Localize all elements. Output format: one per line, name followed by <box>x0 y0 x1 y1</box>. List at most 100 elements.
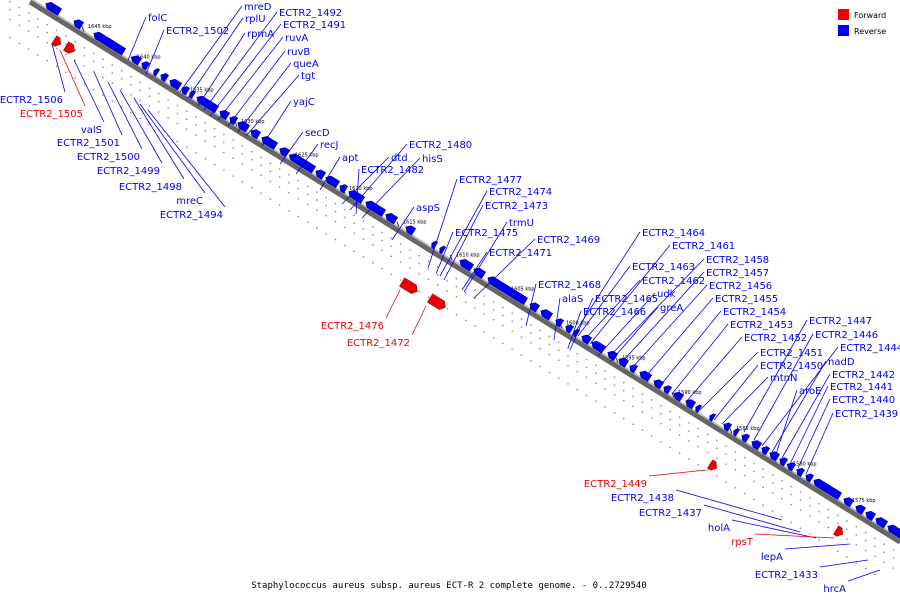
gene-arrow-reverse[interactable] <box>168 77 183 91</box>
gene-label[interactable]: ECTR2_1446 <box>815 330 878 341</box>
gene-arrow-reverse[interactable] <box>438 245 447 255</box>
gene-label[interactable]: ECTR2_1480 <box>409 140 472 151</box>
gene-label[interactable]: ECTR2_1505 <box>20 109 83 120</box>
gene-label[interactable]: trmU <box>509 218 534 229</box>
gene-arrow-reverse[interactable] <box>590 339 607 354</box>
gene-label[interactable]: udk <box>657 289 676 300</box>
gene-arrow-reverse[interactable] <box>812 477 843 501</box>
gene-arrow-reverse[interactable] <box>236 119 251 133</box>
gene-label[interactable]: ECTR2_1472 <box>347 338 410 349</box>
gene-label[interactable]: ECTR2_1502 <box>166 26 229 37</box>
gene-label[interactable]: ECTR2_1441 <box>830 382 893 393</box>
gene-label[interactable]: holA <box>708 523 730 534</box>
gene-arrow-reverse[interactable] <box>314 168 327 180</box>
gene-label[interactable]: apt <box>342 153 358 164</box>
gene-label[interactable]: ECTR2_1438 <box>611 493 674 504</box>
gene-arrow-reverse[interactable] <box>347 188 366 204</box>
gene-label[interactable]: tgt <box>301 71 315 82</box>
gene-label[interactable]: ECTR2_1463 <box>632 262 695 273</box>
gene-arrow-reverse[interactable] <box>638 369 653 383</box>
gene-label[interactable]: rpmA <box>247 29 274 40</box>
gene-label[interactable]: ECTR2_1501 <box>57 138 120 149</box>
gene-label[interactable]: ECTR2_1506 <box>0 95 63 106</box>
gene-arrow-forward[interactable] <box>51 35 63 49</box>
gene-label[interactable]: dtd <box>391 153 408 164</box>
gene-label[interactable]: secD <box>305 128 330 139</box>
gene-arrow-reverse[interactable] <box>338 183 349 194</box>
gene-label[interactable]: greA <box>660 303 683 314</box>
gene-arrow-reverse[interactable] <box>159 71 170 83</box>
gene-arrow-reverse[interactable] <box>152 67 161 77</box>
gene-label[interactable]: mreC <box>176 196 203 207</box>
gene-label[interactable]: alaS <box>562 294 583 305</box>
gene-label[interactable]: ECTR2_1454 <box>723 307 786 318</box>
gene-label[interactable]: ECTR2_1476 <box>321 321 384 332</box>
gene-label[interactable]: hisS <box>422 154 443 165</box>
gene-arrow-reverse[interactable] <box>180 85 191 96</box>
gene-arrow-reverse[interactable] <box>195 94 220 114</box>
gene-label[interactable]: ECTR2_1444 <box>840 343 900 354</box>
gene-arrow-reverse[interactable] <box>404 224 417 236</box>
gene-label[interactable]: folC <box>148 13 167 24</box>
gene-label[interactable]: ECTR2_1464 <box>642 228 705 239</box>
gene-arrow-reverse[interactable] <box>708 412 717 422</box>
gene-arrow-reverse[interactable] <box>564 323 575 334</box>
gene-label[interactable]: ECTR2_1471 <box>489 248 552 259</box>
gene-arrow-reverse[interactable] <box>694 404 703 414</box>
gene-label[interactable]: yajC <box>293 97 315 108</box>
gene-label[interactable]: ECTR2_1500 <box>77 152 140 163</box>
gene-label[interactable]: ruvA <box>285 33 308 44</box>
gene-arrow-reverse[interactable] <box>662 384 673 395</box>
gene-arrow-reverse[interactable] <box>324 174 341 189</box>
gene-arrow-reverse[interactable] <box>740 432 751 443</box>
gene-label[interactable]: ECTR2_1494 <box>160 210 223 221</box>
gene-arrow-reverse[interactable] <box>528 301 541 313</box>
gene-label[interactable]: ruvB <box>287 47 310 58</box>
gene-label[interactable]: ECTR2_1456 <box>709 281 772 292</box>
gene-label[interactable]: hrcA <box>823 584 846 595</box>
gene-label[interactable]: ECTR2_1482 <box>361 165 424 176</box>
gene-arrow-reverse[interactable] <box>842 495 855 508</box>
gene-label[interactable]: ECTR2_1491 <box>283 20 346 31</box>
gene-arrow-reverse[interactable] <box>539 307 554 321</box>
gene-arrow-reverse[interactable] <box>554 317 565 328</box>
gene-arrow-reverse[interactable] <box>472 266 487 280</box>
gene-label[interactable]: rpsT <box>731 537 754 548</box>
gene-arrow-reverse[interactable] <box>684 397 697 410</box>
gene-arrow-reverse[interactable] <box>228 114 239 126</box>
gene-arrow-reverse[interactable] <box>288 152 317 174</box>
gene-arrow-reverse[interactable] <box>130 53 143 66</box>
gene-label[interactable]: ECTR2_1465 <box>595 294 658 305</box>
gene-label[interactable]: recJ <box>320 140 339 151</box>
gene-arrow-reverse[interactable] <box>886 523 900 540</box>
gene-label[interactable]: ECTR2_1458 <box>706 255 769 266</box>
gene-label[interactable]: ECTR2_1473 <box>485 201 548 212</box>
gene-label[interactable]: ECTR2_1439 <box>835 409 898 420</box>
gene-arrow-reverse[interactable] <box>778 456 789 467</box>
gene-arrow-reverse[interactable] <box>278 145 291 158</box>
gene-arrow-reverse[interactable] <box>854 503 867 515</box>
gene-label[interactable]: ECTR2_1452 <box>744 333 807 344</box>
gene-label[interactable]: nadD <box>828 357 855 368</box>
gene-arrow-reverse[interactable] <box>384 211 399 225</box>
gene-label[interactable]: ECTR2_1499 <box>97 166 160 177</box>
gene-arrow-reverse[interactable] <box>874 515 889 529</box>
gene-label[interactable]: queA <box>293 59 319 70</box>
gene-label[interactable]: ECTR2_1468 <box>538 280 601 291</box>
gene-arrow-reverse[interactable] <box>218 108 231 121</box>
gene-label[interactable]: aspS <box>416 203 440 214</box>
gene-label[interactable]: ECTR2_1437 <box>639 508 702 519</box>
gene-arrow-forward[interactable] <box>707 459 719 473</box>
gene-label[interactable]: mreD <box>244 2 272 13</box>
gene-arrow-reverse[interactable] <box>672 390 685 402</box>
gene-label[interactable]: lepA <box>761 552 783 563</box>
gene-arrow-reverse[interactable] <box>188 89 197 100</box>
gene-label[interactable]: ECTR2_1461 <box>672 241 735 252</box>
gene-label[interactable]: ECTR2_1450 <box>760 361 823 372</box>
gene-arrow-reverse[interactable] <box>249 127 262 140</box>
gene-label[interactable]: ECTR2_1440 <box>832 395 895 406</box>
gene-arrow-reverse[interactable] <box>768 449 781 462</box>
gene-arrow-reverse[interactable] <box>486 274 529 306</box>
gene-label[interactable]: ECTR2_1457 <box>706 268 769 279</box>
gene-arrow-reverse[interactable] <box>364 199 387 217</box>
